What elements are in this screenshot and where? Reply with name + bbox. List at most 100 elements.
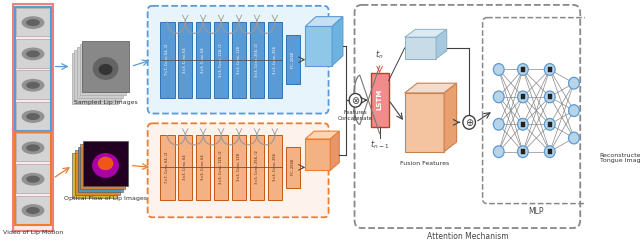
Text: $t_{n-1}$: $t_{n-1}$ [370,138,389,151]
Bar [521,122,525,127]
Text: ⊗: ⊗ [351,96,360,106]
Bar [250,22,264,98]
Circle shape [349,93,362,107]
Text: Attention Mechanism: Attention Mechanism [427,232,508,241]
Bar [75,150,120,195]
Bar [548,67,552,72]
Bar [83,41,129,92]
Bar [15,132,51,225]
Text: LSTM: LSTM [376,89,383,110]
Ellipse shape [26,113,40,120]
Ellipse shape [26,82,40,89]
Bar [371,73,388,127]
Ellipse shape [26,144,40,151]
Text: FC, 2048: FC, 2048 [291,159,295,175]
Polygon shape [444,83,456,152]
Bar [548,94,552,99]
Text: 3×3, Conv, 128, /2: 3×3, Conv, 128, /2 [219,151,223,184]
Bar [214,22,228,98]
Bar [196,22,211,98]
Text: 3×3, Conv, 128, /2: 3×3, Conv, 128, /2 [219,43,223,76]
Circle shape [493,118,504,130]
Bar [16,102,50,130]
Bar [214,135,228,200]
Text: 3×3, Conv, 256: 3×3, Conv, 256 [273,153,277,181]
Circle shape [518,64,528,75]
Text: 7×7, Conv, 64, /2: 7×7, Conv, 64, /2 [165,152,170,183]
Bar [548,149,552,154]
Circle shape [518,91,528,103]
Text: Fusion Features: Fusion Features [400,161,449,166]
Bar [16,70,50,99]
Text: 3×3, Conv, 64: 3×3, Conv, 64 [183,155,188,180]
Bar [16,164,50,193]
Text: 3×3, Conv, 256, /2: 3×3, Conv, 256, /2 [255,43,259,76]
Text: MLP: MLP [529,207,544,217]
Text: ⊕: ⊕ [465,118,473,128]
Bar [404,93,444,152]
Bar [16,196,50,224]
Polygon shape [330,131,339,170]
FancyBboxPatch shape [148,123,328,217]
Ellipse shape [26,19,40,26]
Ellipse shape [93,57,118,80]
Circle shape [545,64,555,75]
Text: 3×3, Conv, 256, /2: 3×3, Conv, 256, /2 [255,151,259,184]
Circle shape [568,77,579,89]
Circle shape [545,146,555,158]
Text: 3×3, Conv, 128: 3×3, Conv, 128 [237,46,241,74]
Bar [548,122,552,127]
Bar [77,47,124,98]
Ellipse shape [22,47,44,60]
Circle shape [463,115,476,129]
Circle shape [568,132,579,144]
Bar [83,141,128,186]
Bar [232,22,246,98]
Circle shape [545,91,555,103]
Ellipse shape [98,157,113,170]
Polygon shape [332,17,343,66]
Ellipse shape [99,64,113,75]
Bar [72,153,117,198]
Ellipse shape [26,207,40,214]
Bar [305,139,330,170]
Polygon shape [305,17,343,26]
Circle shape [568,105,579,116]
Bar [268,22,282,98]
Text: 3×3, Conv, 256: 3×3, Conv, 256 [273,46,277,74]
Bar [72,53,118,104]
Bar [81,144,125,189]
Text: Reconstructed
Tongue Image: Reconstructed Tongue Image [600,153,640,164]
Bar [178,135,193,200]
Circle shape [518,118,528,130]
Bar [15,7,51,131]
Text: 3×3, Conv, 64: 3×3, Conv, 64 [201,155,205,180]
Text: $t_n$: $t_n$ [375,49,384,61]
Bar [13,4,52,231]
FancyBboxPatch shape [148,6,328,113]
Text: Optical Flow of Lip Images: Optical Flow of Lip Images [64,196,147,201]
Ellipse shape [618,92,630,111]
Bar [160,22,175,98]
Bar [521,149,525,154]
Polygon shape [404,29,447,37]
Circle shape [493,146,504,158]
Bar [305,26,332,66]
Bar [285,147,300,188]
Bar [604,73,640,148]
Text: 3×3, Conv, 128: 3×3, Conv, 128 [237,153,241,181]
Ellipse shape [26,50,40,57]
Bar [268,135,282,200]
Ellipse shape [92,153,119,178]
Bar [79,44,126,95]
Circle shape [493,64,504,75]
Bar [16,39,50,68]
Bar [16,133,50,161]
Circle shape [518,146,528,158]
Circle shape [545,118,555,130]
Text: 3×3, Conv, 64: 3×3, Conv, 64 [201,47,205,73]
Bar [521,67,525,72]
Bar [160,135,175,200]
Bar [196,135,211,200]
Bar [232,135,246,200]
